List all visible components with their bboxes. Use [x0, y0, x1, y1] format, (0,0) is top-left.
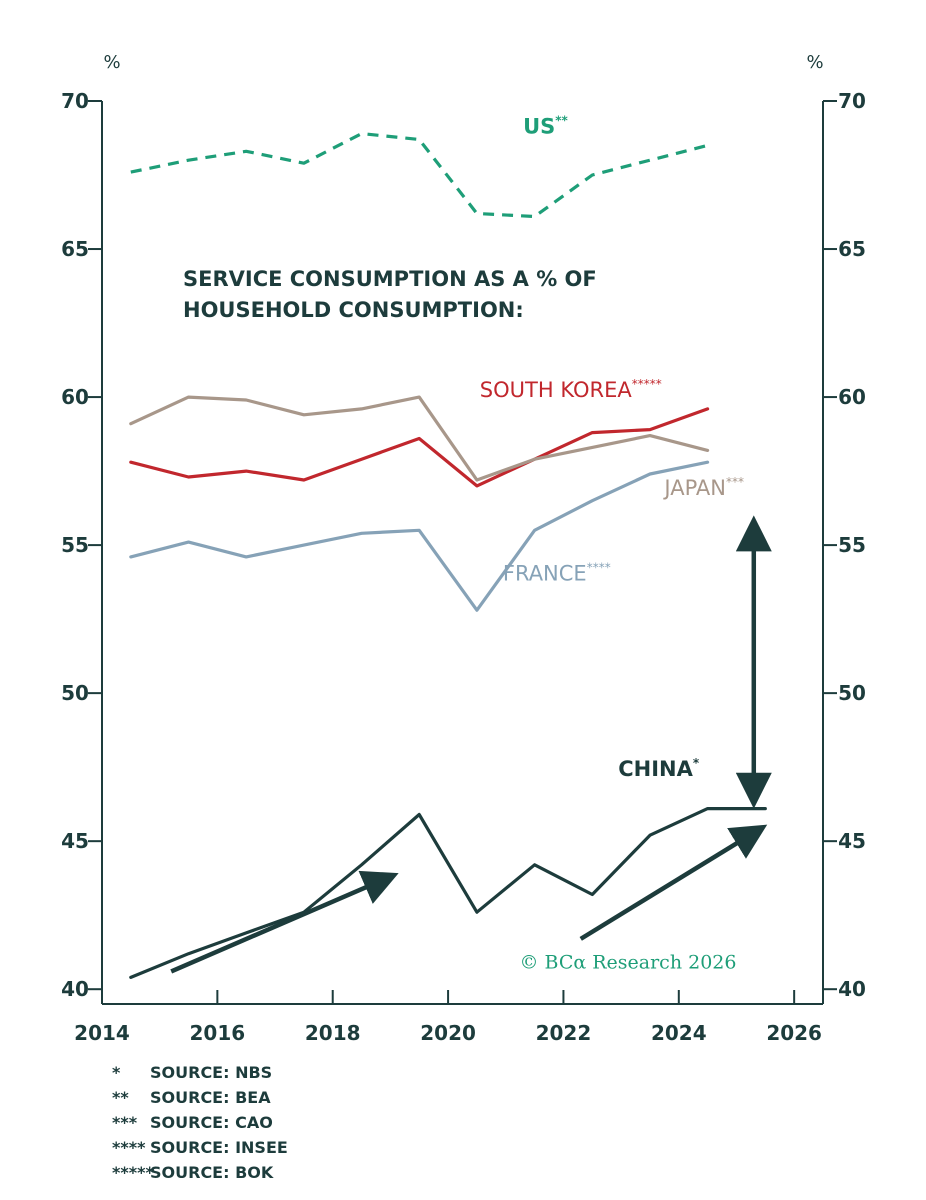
- y-tick-label-left: 50: [61, 681, 89, 705]
- series-line-south-korea: [129, 407, 710, 488]
- footnote-text: SOURCE: BOK: [150, 1163, 274, 1182]
- y-tick-label-left: 60: [61, 385, 89, 409]
- footnote-marker: *: [112, 1063, 121, 1082]
- x-tick-label: 2014: [74, 1021, 130, 1045]
- trend-arrow-2: [579, 824, 768, 941]
- chart-title-line-2: HOUSEHOLD CONSUMPTION:: [183, 298, 524, 322]
- series-line-us: [130, 132, 708, 219]
- y-tick-label-left: 55: [61, 533, 89, 557]
- source-footnotes: * SOURCE: NBS** SOURCE: BEA*** SOURCE: CAO*…: [112, 1063, 288, 1182]
- y-tick-label-left: 45: [61, 829, 89, 853]
- x-tick-label: 2024: [651, 1021, 707, 1045]
- y-tick-label-right: 70: [838, 89, 866, 113]
- series-labels: US** SOUTH KOREA***** JAPAN*** FRANCE**** CH…: [480, 114, 744, 781]
- series-label-france: FRANCE****: [503, 561, 611, 586]
- footnote-text: SOURCE: INSEE: [150, 1138, 288, 1157]
- right-unit-label: %: [806, 52, 823, 73]
- trend-arrows: [170, 515, 772, 974]
- footnote-marker: ****: [112, 1138, 146, 1157]
- y-tick-label-left: 65: [61, 237, 89, 261]
- x-tick-label: 2020: [420, 1021, 476, 1045]
- x-tick-label: 2022: [536, 1021, 592, 1045]
- footnote-text: SOURCE: CAO: [150, 1113, 273, 1132]
- y-tick-label-right: 60: [838, 385, 866, 409]
- left-unit-label: %: [103, 52, 120, 73]
- copyright-text: © BCα Research 2026: [519, 951, 736, 973]
- series-label-south-korea: SOUTH KOREA*****: [480, 377, 662, 402]
- series-label-japan: JAPAN***: [662, 475, 744, 500]
- series-label-china: CHINA*: [618, 756, 700, 781]
- y-tick-label-left: 40: [61, 977, 89, 1001]
- x-tick-label: 2018: [305, 1021, 361, 1045]
- axes: [101, 101, 824, 1005]
- y-tick-label-right: 40: [838, 977, 866, 1001]
- trend-arrow-1: [170, 870, 399, 974]
- series-line-japan: [129, 395, 710, 482]
- footnote-marker: ***: [112, 1113, 138, 1132]
- footnote-marker: *****: [112, 1163, 154, 1182]
- x-tick-label: 2016: [190, 1021, 246, 1045]
- series-label-us: US**: [523, 114, 568, 139]
- series-lines: [129, 132, 767, 980]
- y-tick-label-right: 45: [838, 829, 866, 853]
- y-tick-label-right: 50: [838, 681, 866, 705]
- chart-title-line-1: SERVICE CONSUMPTION AS A % OF: [183, 267, 597, 291]
- axis-ticks: 40 40 45 45 50 50 55 55 60 60 65 65 70 70 2014 2016 2018…: [61, 89, 866, 1045]
- x-tick-label: 2026: [766, 1021, 822, 1045]
- y-tick-label-right: 55: [838, 533, 866, 557]
- y-tick-label-right: 65: [838, 237, 866, 261]
- footnote-text: SOURCE: BEA: [150, 1088, 271, 1107]
- y-tick-label-left: 70: [61, 89, 89, 113]
- series-line-france: [129, 460, 710, 612]
- footnote-marker: **: [112, 1088, 129, 1107]
- footnote-text: SOURCE: NBS: [150, 1063, 272, 1082]
- series-line-china: [129, 806, 767, 980]
